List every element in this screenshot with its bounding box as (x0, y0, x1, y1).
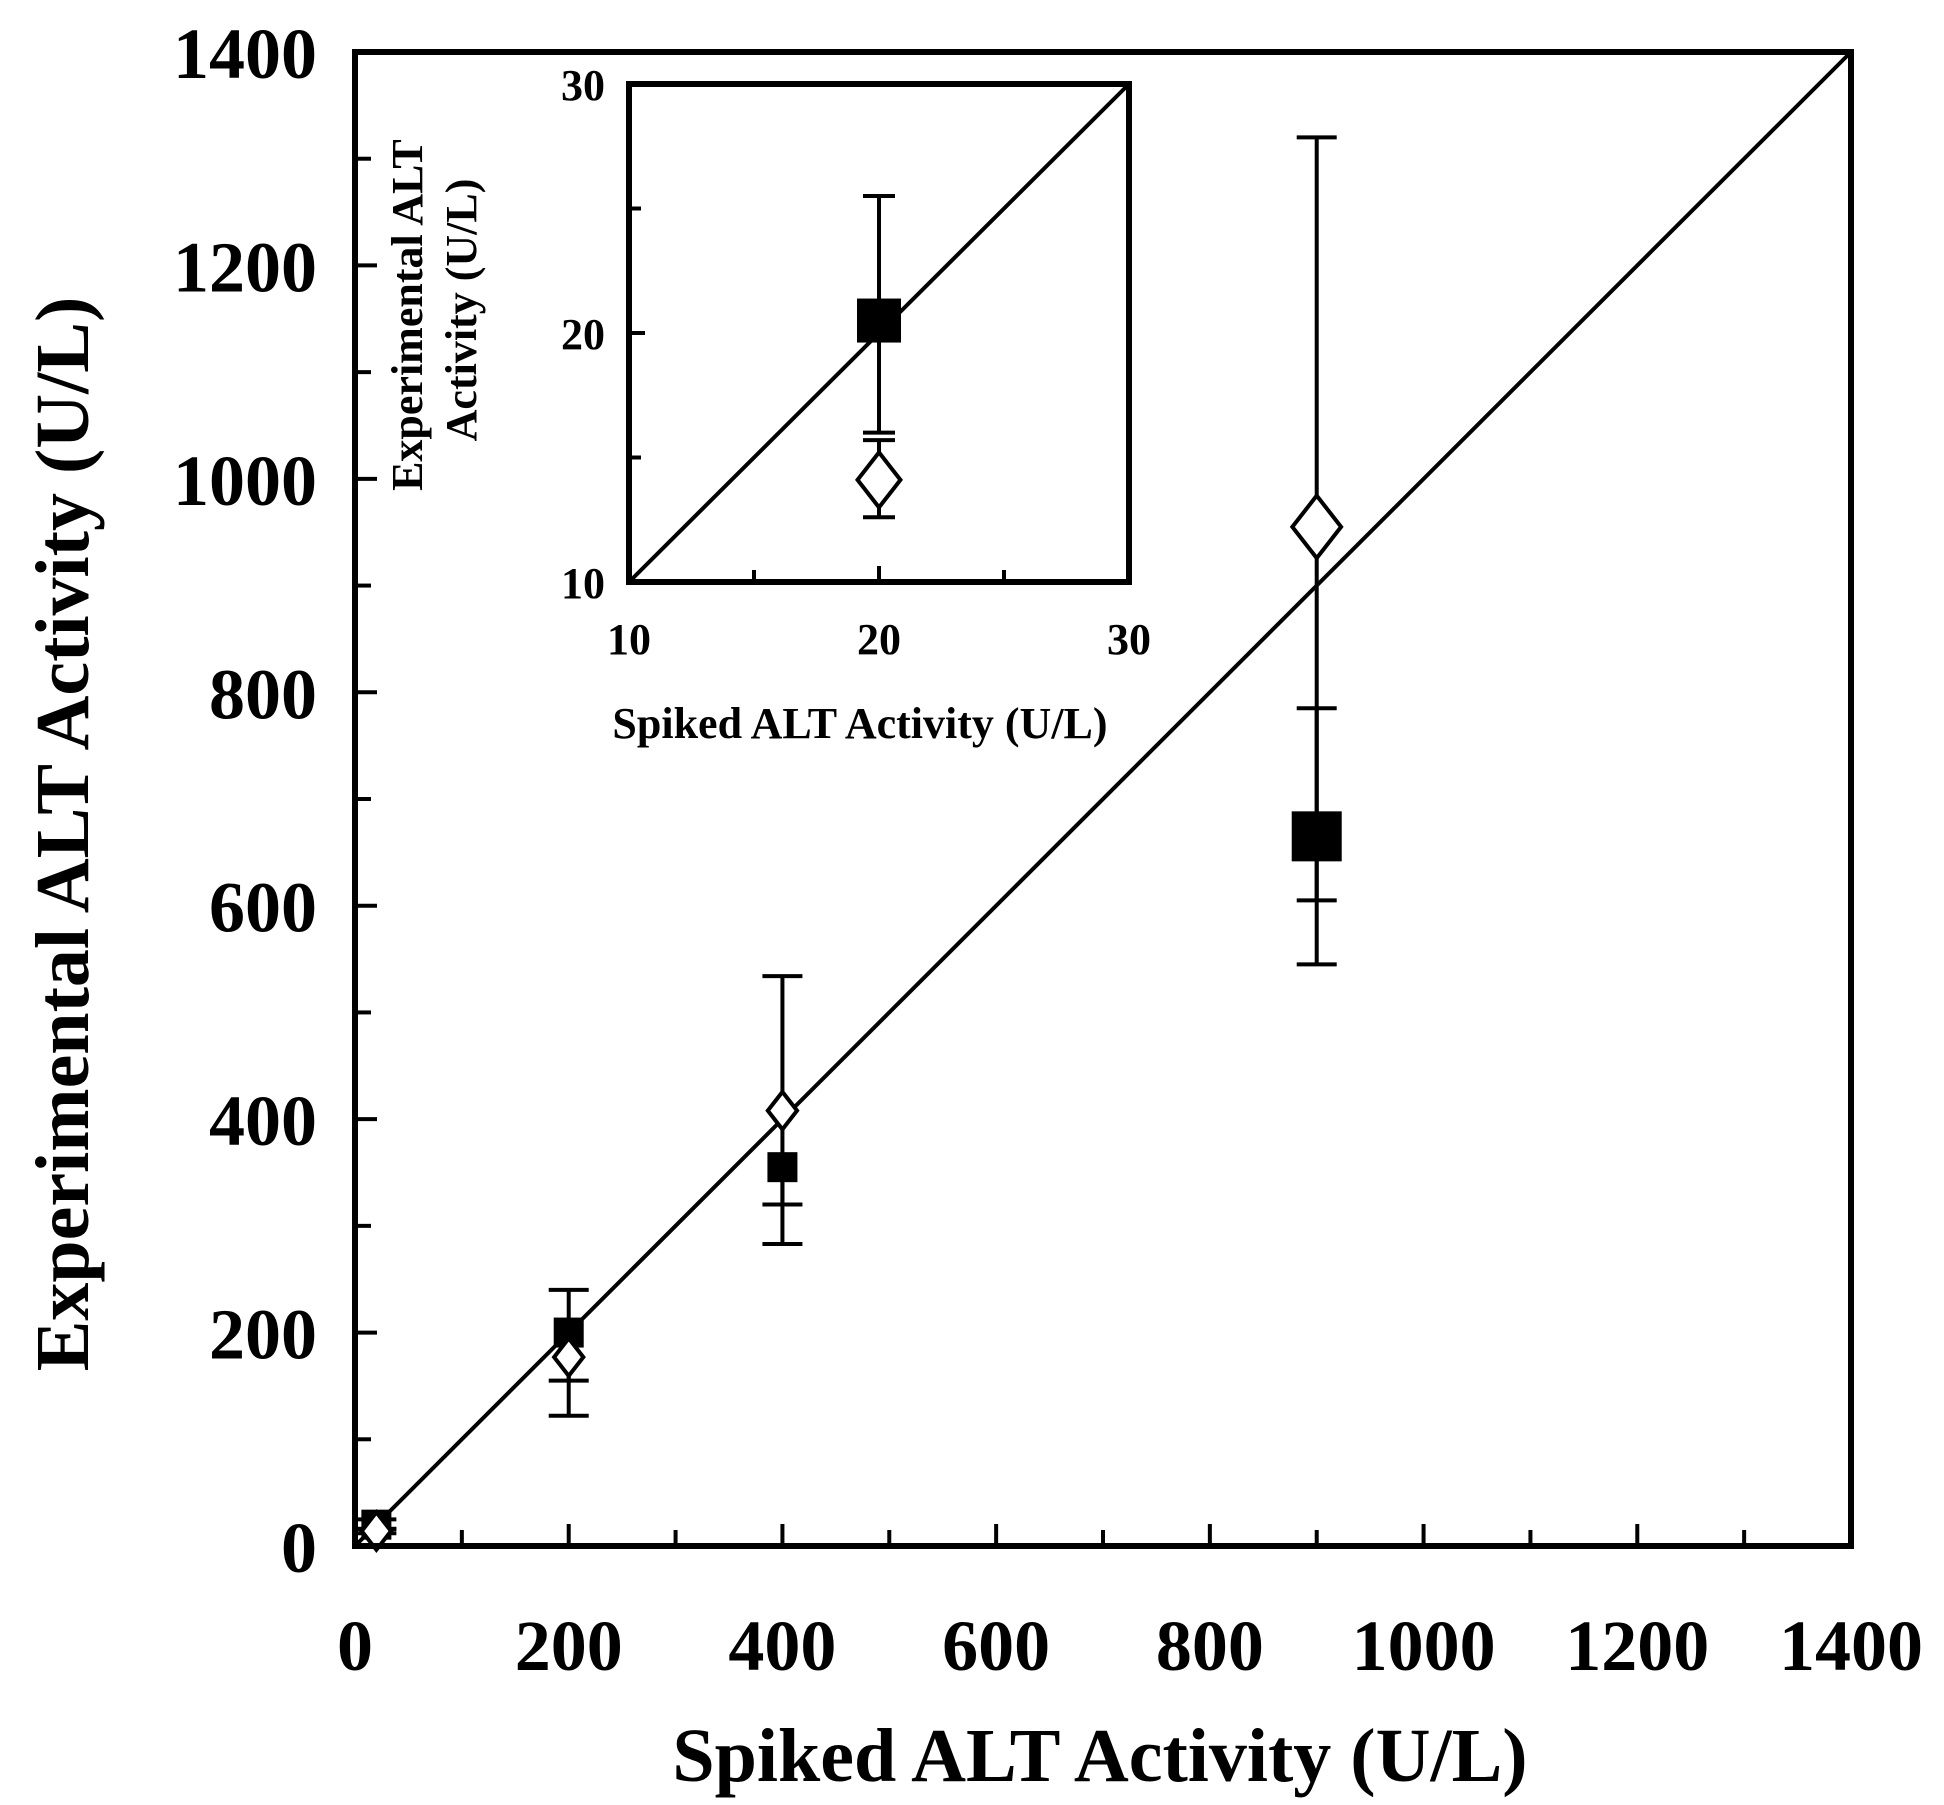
main-x-tick-label: 0 (337, 1606, 373, 1686)
main-y-tick-label: 1400 (173, 14, 317, 94)
inset-y-tick-label: 10 (561, 559, 605, 608)
main-x-tick-label: 1000 (1352, 1606, 1496, 1686)
main-x-tick-labels: 0 200 400 600 800 1000 1200 1400 (337, 1606, 1923, 1686)
main-y-tick-label: 0 (281, 1508, 317, 1588)
inset-y-axis-label: Experimental ALT Activity (U/L) (383, 129, 486, 491)
main-diamond-point (1289, 492, 1344, 562)
inset-x-tick-label: 20 (857, 615, 901, 664)
inset-y-tick-labels: 10 20 30 (561, 61, 605, 608)
main-square-point (767, 1152, 798, 1183)
inset-y-tick-label: 30 (561, 61, 605, 110)
main-identity-line (353, 50, 1853, 1548)
main-plot: 0 200 400 600 800 1000 1200 1400 0 200 400 600 800 1… (21, 14, 1923, 1798)
inset-y-tick-label: 20 (561, 310, 605, 359)
main-reference-line (353, 50, 1853, 1548)
main-diamond-point (359, 1509, 394, 1554)
inset-ticks (629, 206, 1006, 582)
main-y-tick-label: 800 (209, 654, 317, 734)
main-y-tick-label: 1000 (173, 441, 317, 521)
inset-x-tick-label: 10 (607, 615, 651, 664)
main-diamond-point (765, 1088, 800, 1133)
main-ticks (355, 156, 1747, 1546)
main-x-tick-label: 400 (728, 1606, 836, 1686)
inset-diamond-point (855, 449, 903, 511)
main-y-tick-label: 600 (209, 868, 317, 948)
main-y-axis-label: Experimental ALT Activity (U/L) (21, 297, 105, 1372)
inset-markers (855, 298, 903, 511)
main-diamond-point (551, 1335, 586, 1380)
inset-x-tick-label: 30 (1107, 615, 1151, 664)
main-y-tick-label: 1200 (173, 227, 317, 307)
inset-y-axis-label-line-1: Experimental ALT (383, 140, 432, 491)
main-markers (359, 492, 1344, 1554)
main-x-tick-label: 1200 (1565, 1606, 1709, 1686)
inset-square-point (857, 298, 901, 343)
inset-x-axis-label: Spiked ALT Activity (U/L) (612, 699, 1107, 748)
main-x-tick-label: 600 (942, 1606, 1050, 1686)
main-y-tick-label: 400 (209, 1081, 317, 1161)
main-x-axis-label: Spiked ALT Activity (U/L) (672, 1714, 1527, 1798)
main-y-tick-labels: 0 200 400 600 800 1000 1200 1400 (173, 14, 317, 1588)
main-x-tick-label: 800 (1156, 1606, 1264, 1686)
inset-y-axis-label-line-2: Activity (U/L) (437, 179, 486, 442)
main-y-tick-label: 200 (209, 1295, 317, 1375)
main-square-point (1291, 811, 1342, 862)
main-x-tick-label: 1400 (1779, 1606, 1923, 1686)
inset-x-tick-labels: 10 20 30 (607, 615, 1151, 664)
main-x-tick-label: 200 (515, 1606, 623, 1686)
